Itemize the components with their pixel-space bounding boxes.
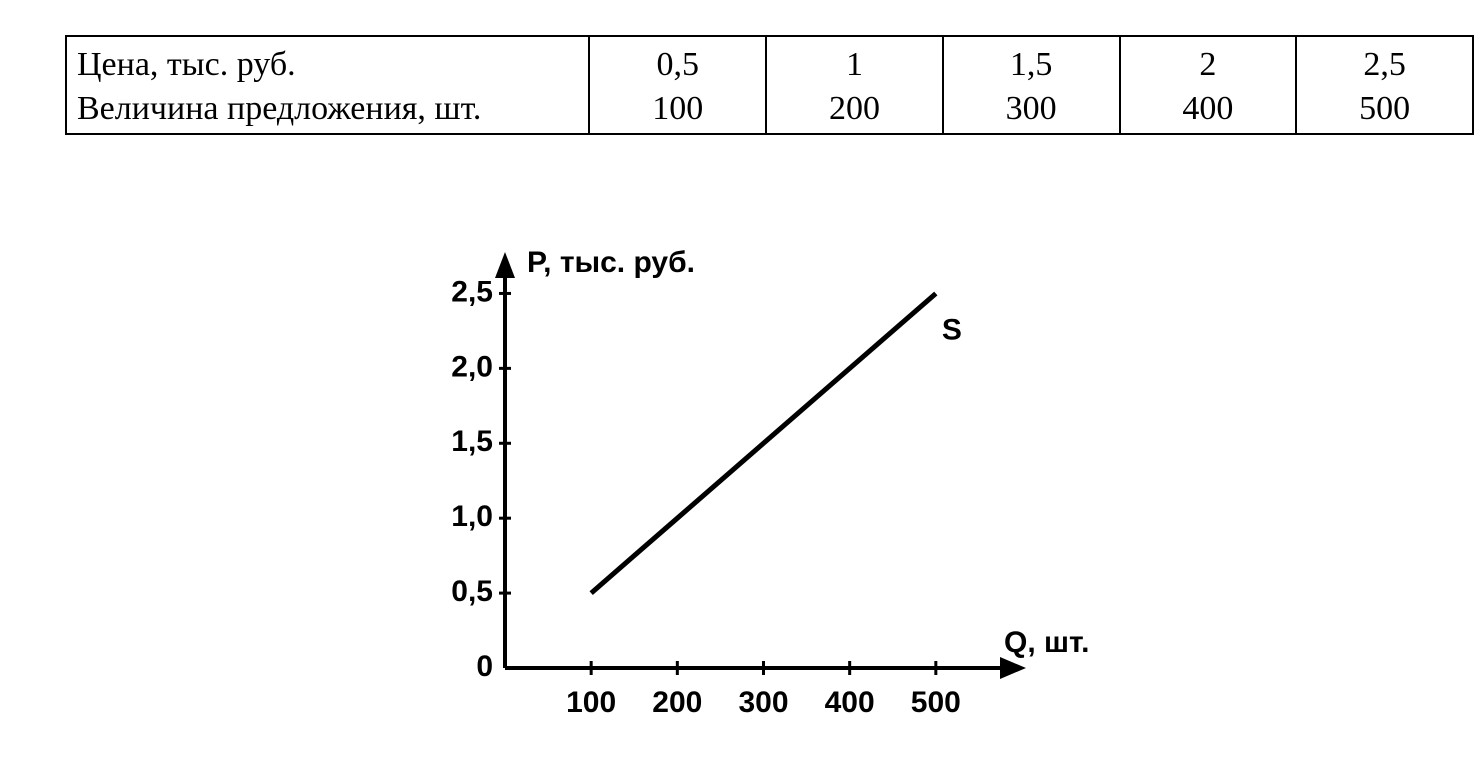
series-label: S [942, 313, 962, 346]
cell-text: Цена, тыс. руб. [77, 46, 296, 83]
cell-text: 500 [1359, 90, 1411, 127]
table-cell: 2 400 [1118, 35, 1298, 135]
cell-text: 1 [845, 46, 863, 83]
table-cell: 2,5 500 [1295, 35, 1474, 135]
y-tick-label: 0,5 [451, 575, 493, 608]
x-tick-label: 300 [738, 686, 788, 719]
table-row: Цена, тыс. руб. Величина предложения, шт.… [64, 35, 1474, 135]
y-tick-label: 1,5 [451, 425, 493, 458]
y-tick-label: 1,0 [451, 500, 493, 533]
cell-text: 2,5 [1363, 46, 1406, 83]
cell-text: 200 [828, 90, 880, 127]
x-tick-label: 200 [652, 686, 702, 719]
x-axis-arrow [1000, 657, 1026, 679]
cell-text: 1,5 [1009, 46, 1053, 83]
x-tick-label: 400 [825, 686, 875, 719]
cell-text: Величина предложения, шт. [77, 90, 482, 127]
y-tick-label: 0 [476, 650, 493, 683]
cell-text: 2 [1199, 46, 1217, 83]
cell-text: 300 [1005, 90, 1057, 127]
table-cell: 1 200 [765, 35, 944, 135]
x-tick-label: 100 [566, 686, 616, 719]
data-table: Цена, тыс. руб. Величина предложения, шт.… [64, 35, 1474, 135]
x-tick-label: 500 [911, 686, 961, 719]
y-tick-label: 2,5 [451, 275, 493, 308]
cell-text: 0,5 [656, 46, 699, 83]
table-cell: 0,5 100 [588, 35, 768, 135]
y-axis-arrow [495, 252, 515, 278]
supply-line [589, 291, 938, 595]
cell-text: 100 [652, 90, 704, 127]
table-cell: 1,5 300 [941, 35, 1121, 135]
y-axis-label: P, тыс. руб. [527, 246, 695, 279]
cell-text: 400 [1182, 90, 1234, 127]
y-tick-label: 2,0 [451, 350, 493, 383]
table-cell: Цена, тыс. руб. Величина предложения, шт. [64, 35, 591, 135]
x-axis-label: Q, шт. [1004, 626, 1089, 659]
